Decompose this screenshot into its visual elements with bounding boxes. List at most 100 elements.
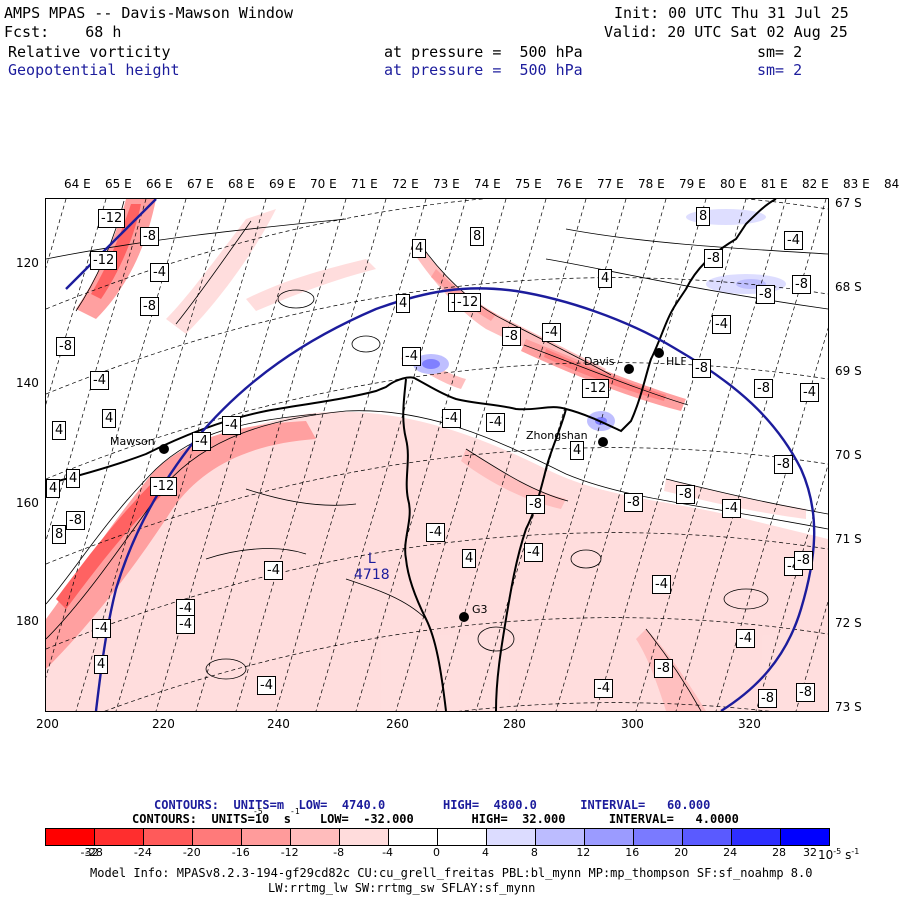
colorbar-tick: -32: [80, 846, 99, 859]
colorbar-tick: 4: [481, 846, 489, 859]
parallel-line: [46, 447, 828, 565]
contour-label: -4: [594, 679, 613, 698]
longitude-label: 76 E: [556, 177, 583, 191]
station-label-hlf: HLF: [666, 355, 687, 368]
low-center: L 4718: [354, 551, 390, 583]
latitude-label: 69 S: [835, 364, 862, 378]
colorbar-swatch: [46, 829, 95, 845]
contour-label: -4: [524, 543, 543, 562]
contour-label: 4: [94, 655, 109, 674]
meridian-line: [795, 600, 828, 711]
colorbar-swatch: [95, 829, 144, 845]
contour-label: -4: [736, 629, 755, 648]
contour-label: 4: [598, 269, 613, 288]
contour-label: 8: [470, 227, 485, 246]
x-axis-label: 280: [503, 717, 526, 731]
vorticity-units-exponent2: -1: [290, 807, 300, 816]
colorbar-tick: -4: [382, 846, 394, 859]
contour-label: -8: [66, 511, 85, 530]
colorbar-swatch: [291, 829, 340, 845]
contour-label: -4: [176, 615, 195, 634]
contour-label: -4: [426, 523, 445, 542]
contour-label: -4: [712, 315, 731, 334]
longitude-label: 69 E: [269, 177, 296, 191]
model-info-line2: LW:rrtmg_lw SW:rrtmg_sw SFLAY:sf_mynn: [268, 881, 536, 895]
forecast-hour: Fcst: 68 h: [4, 23, 122, 41]
contour-label: -4: [150, 263, 169, 282]
contour-label: -4: [264, 561, 283, 580]
contour-label: 8: [52, 525, 67, 544]
parallel-line: [46, 277, 828, 395]
field2-level: at pressure = 500 hPa: [384, 61, 583, 79]
longitude-label: 81 E: [761, 177, 788, 191]
station-g3-dot: [459, 612, 469, 622]
contour-label: -12: [90, 251, 118, 270]
longitude-label: 83 E: [843, 177, 870, 191]
longitude-label: 82 E: [802, 177, 829, 191]
field1-name: Relative vorticity: [8, 43, 171, 61]
y-axis-label: 180: [16, 614, 39, 628]
x-axis-label: 200: [36, 717, 59, 731]
meridian-line: [46, 199, 187, 679]
contour-label: -4: [784, 231, 803, 250]
meridian-line: [195, 199, 347, 711]
contour-label: -8: [140, 227, 159, 246]
contour-label: 4: [52, 421, 67, 440]
vorticity-contour-info: CONTOURS: UNITS=10 s LOW= -32.000 HIGH= …: [132, 812, 739, 826]
x-axis-label: 240: [267, 717, 290, 731]
longitude-label: 73 E: [433, 177, 460, 191]
colorbar-tick: 16: [625, 846, 640, 859]
longitude-label: 70 E: [310, 177, 337, 191]
colorbar-tick: -8: [333, 846, 345, 859]
colorbar: [45, 828, 830, 846]
colorbar-swatch: [242, 829, 291, 845]
height-contour-info: CONTOURS: UNITS=m LOW= 4740.0 HIGH= 4800…: [154, 798, 711, 812]
low-symbol: L: [367, 551, 376, 567]
contour-label: -8: [676, 485, 695, 504]
colorbar-swatch: [438, 829, 487, 845]
meridian-line: [635, 199, 787, 711]
contour-label: -8: [796, 683, 815, 702]
contour-label: -8: [502, 327, 521, 346]
latitude-label: 67 S: [835, 196, 862, 210]
height-contour: [65, 199, 816, 711]
meridian-line: [755, 463, 828, 711]
contour-label: -8: [140, 297, 159, 316]
contour-label: -12: [98, 209, 126, 228]
colorbar-units: 10-5 s-1: [818, 845, 859, 862]
colorbar-swatch: [781, 829, 829, 845]
y-axis-label: 120: [16, 256, 39, 270]
longitude-label: 67 E: [187, 177, 214, 191]
contour-label: -4: [192, 432, 211, 451]
colorbar-swatch: [683, 829, 732, 845]
contour-label: -8: [792, 275, 811, 294]
contour-label: -4: [90, 371, 109, 390]
longitude-label: 79 E: [679, 177, 706, 191]
parallel-line: [46, 362, 828, 480]
contour-label: 4: [66, 469, 81, 488]
contour-label: 4: [412, 239, 427, 258]
longitude-label: 68 E: [228, 177, 255, 191]
y-axis-label: 160: [16, 496, 39, 510]
contour-label: -8: [56, 337, 75, 356]
latitude-label: 73 S: [835, 700, 862, 714]
x-axis-label: 260: [386, 717, 409, 731]
longitude-label: 66 E: [146, 177, 173, 191]
station-mawson-dot: [159, 444, 169, 454]
contour-label: -12: [454, 293, 482, 312]
station-label-zhongshan: Zhongshan: [526, 429, 588, 442]
contour-label: -4: [257, 676, 276, 695]
field1-smoothing: sm= 2: [757, 43, 803, 61]
colorbar-units-exp: -5: [833, 847, 842, 856]
parallel-line: [104, 617, 828, 711]
colorbar-tick: -20: [182, 846, 201, 859]
colorbar-tick: -12: [280, 846, 299, 859]
colorbar-swatch: [144, 829, 193, 845]
station-label-mawson: Mawson: [110, 435, 155, 448]
longitude-label: 84 E: [884, 177, 900, 191]
meridian-line: [315, 199, 467, 711]
longitude-label: 72 E: [392, 177, 419, 191]
longitude-label: 78 E: [638, 177, 665, 191]
contour-label: -4: [652, 575, 671, 594]
latitude-label: 71 S: [835, 532, 862, 546]
